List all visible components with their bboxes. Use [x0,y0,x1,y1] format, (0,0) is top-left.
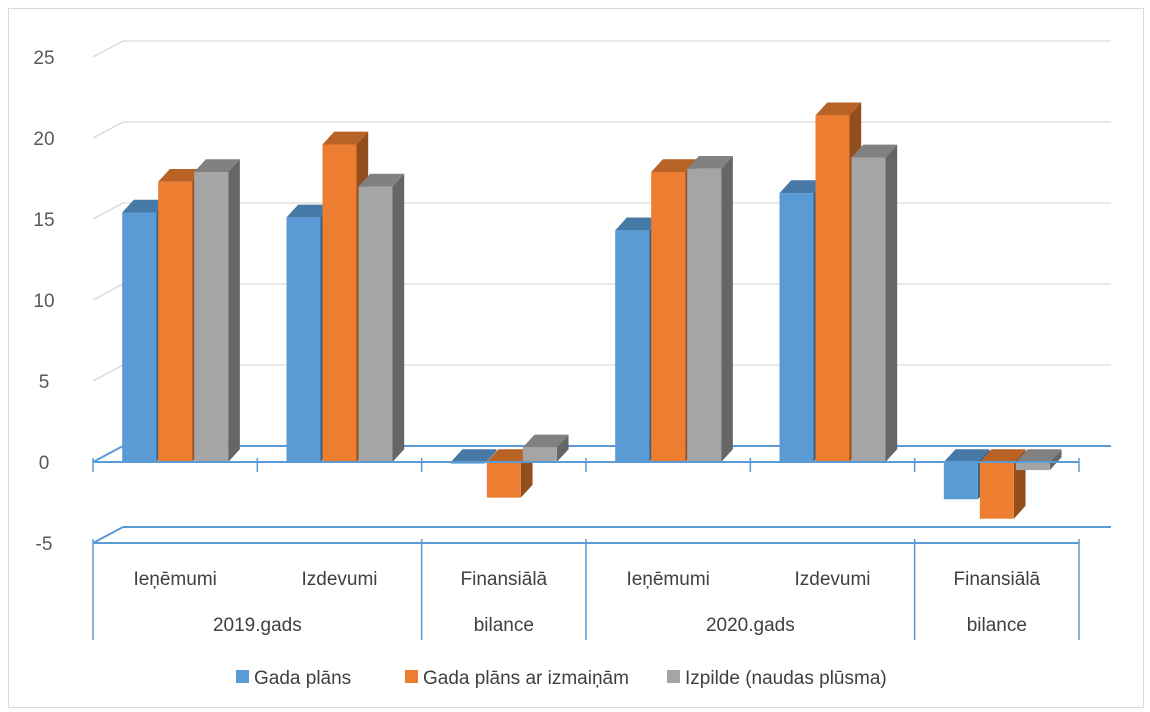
bar-top [1015,449,1062,462]
bar-front [779,193,814,462]
x-group-label: 2019.gads [213,615,302,636]
x-category-label: Izdevumi [301,569,377,590]
bar-top [615,217,661,231]
bar-top [851,144,898,158]
bar-top [979,449,1026,462]
bar-top [943,449,990,462]
bar-front [1015,462,1050,471]
gridline-depth [92,445,124,463]
y-tick-label: 10 [33,291,54,312]
bar-front [615,230,650,462]
x-category-label: bilance [474,615,534,636]
x-category-label: Izdevumi [794,569,870,590]
x-category-label: bilance [967,615,1027,636]
bar [1015,449,1062,471]
legend-label: Gada plāns ar izmaiņām [423,668,629,689]
y-axis-ticks: -5 0 5 10 15 20 25 [33,48,54,555]
bar-front [815,115,850,462]
bar [358,173,405,463]
legend-entry: Izpilde (naudas plūsma) [667,668,887,689]
y-tick-label: 20 [33,129,54,150]
bar-top [158,168,204,182]
bar-side [484,449,497,464]
bar-top [194,159,240,173]
y-tick-label: 5 [39,372,50,393]
bar-top [651,159,697,173]
bar-front [486,462,521,498]
legend-swatch [236,670,249,683]
bar-front [687,168,722,462]
bar-front [194,172,229,462]
bar-side [392,173,405,463]
bar-side [885,144,898,462]
category-axis: Ieņēmumi Izdevumi Finansiālā bilance Ieņēmum… [92,458,1080,640]
gridline-depth [92,202,124,220]
legend-swatch [405,670,418,683]
bars [122,102,1062,519]
x-group-label: 2020.gads [706,615,795,636]
bar-front [286,217,321,462]
chart-frame [8,8,1144,708]
bar-top [486,449,533,462]
bar-top [522,434,569,448]
legend-entry: Gada plāns ar izmaiņām [405,668,629,689]
bar-front [322,144,357,463]
bar-top [322,131,369,145]
y-tick-label: 0 [39,453,50,474]
bar-side [556,434,569,462]
bar-top [815,102,862,116]
bar [851,144,898,462]
legend-label: Gada plāns [254,668,351,689]
bar-front [358,186,393,462]
gridline-depth [92,40,124,58]
bar-top [687,155,733,169]
bar [194,159,240,462]
y-tick-label: 25 [33,48,54,69]
bar-top [779,180,826,194]
bar-top [450,449,497,462]
bar-top [358,173,405,187]
bar [687,155,733,463]
bar-side [721,155,733,463]
bar-side [1049,449,1062,471]
x-category-label: Finansiālā [461,569,548,590]
gridline-depth [92,526,124,544]
bar [522,434,569,462]
gridline-depth [92,121,124,139]
bar-front [651,172,686,462]
bar-front [979,462,1014,519]
legend-swatch [667,670,680,683]
gridline-depth [92,283,124,301]
x-category-label: Ieņēmumi [626,569,709,590]
x-category-label: Ieņēmumi [133,569,216,590]
bar-front [122,212,157,462]
legend-entry: Gada plāns [236,668,351,689]
gridline-depth [92,364,124,382]
y-tick-label: 15 [33,210,54,231]
legend: Gada plāns Gada plāns ar izmaiņām Izpilde … [236,668,887,689]
bar-front [522,447,557,462]
x-category-label: Finansiālā [954,569,1041,590]
legend-label: Izpilde (naudas plūsma) [685,668,887,689]
y-tick-label: -5 [36,534,53,555]
bar-side [228,159,240,462]
bar-top [286,204,333,218]
bar-front [851,157,886,462]
bar-front [943,462,978,500]
bar-top [122,199,168,213]
bar-front [158,181,193,463]
